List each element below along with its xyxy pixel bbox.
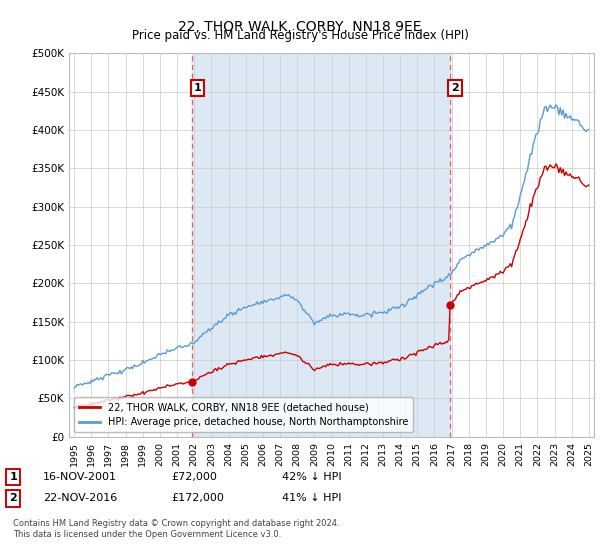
Text: 41% ↓ HPI: 41% ↓ HPI: [282, 493, 341, 503]
Text: 1: 1: [10, 472, 17, 482]
Text: This data is licensed under the Open Government Licence v3.0.: This data is licensed under the Open Gov…: [13, 530, 281, 539]
Text: £72,000: £72,000: [171, 472, 217, 482]
Text: Price paid vs. HM Land Registry's House Price Index (HPI): Price paid vs. HM Land Registry's House …: [131, 29, 469, 42]
Text: 2: 2: [451, 83, 459, 93]
Text: 22, THOR WALK, CORBY, NN18 9EE: 22, THOR WALK, CORBY, NN18 9EE: [178, 20, 422, 34]
Text: 1: 1: [193, 83, 201, 93]
Legend: 22, THOR WALK, CORBY, NN18 9EE (detached house), HPI: Average price, detached ho: 22, THOR WALK, CORBY, NN18 9EE (detached…: [74, 398, 413, 432]
Bar: [192, 53, 450, 437]
Text: 42% ↓ HPI: 42% ↓ HPI: [282, 472, 341, 482]
Text: Contains HM Land Registry data © Crown copyright and database right 2024.: Contains HM Land Registry data © Crown c…: [13, 519, 340, 528]
Text: 2: 2: [10, 493, 17, 503]
Text: 16-NOV-2001: 16-NOV-2001: [43, 472, 117, 482]
Text: 22-NOV-2016: 22-NOV-2016: [43, 493, 118, 503]
Text: £172,000: £172,000: [171, 493, 224, 503]
